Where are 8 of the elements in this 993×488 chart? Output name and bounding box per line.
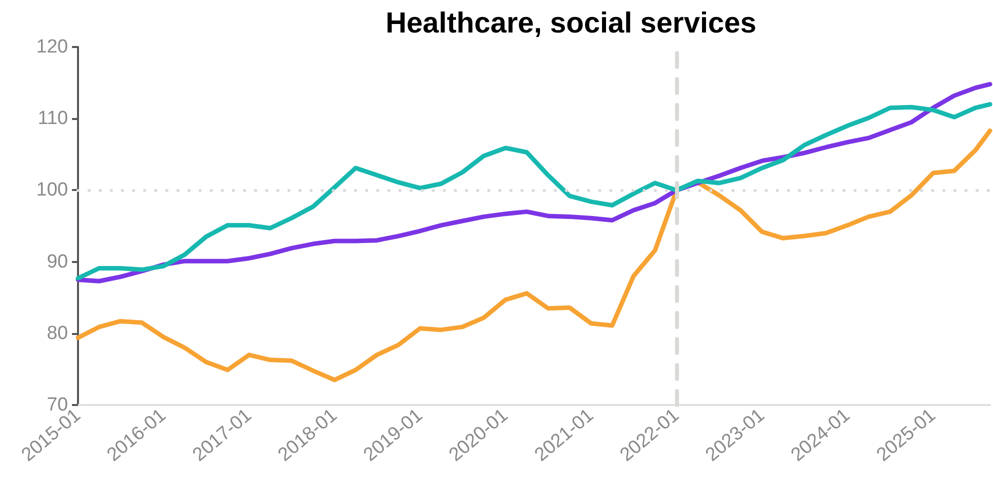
chart-title: Healthcare, social services	[386, 8, 756, 40]
y-tick-label: 70	[46, 394, 68, 416]
y-tick-label: 80	[46, 322, 68, 344]
y-tick-label: 110	[38, 108, 68, 130]
y-tick-label: 120	[36, 36, 68, 58]
y-tick-label: 100	[36, 180, 68, 201]
line-series	[76, 128, 992, 382]
y-tick-label: 90	[46, 251, 68, 272]
